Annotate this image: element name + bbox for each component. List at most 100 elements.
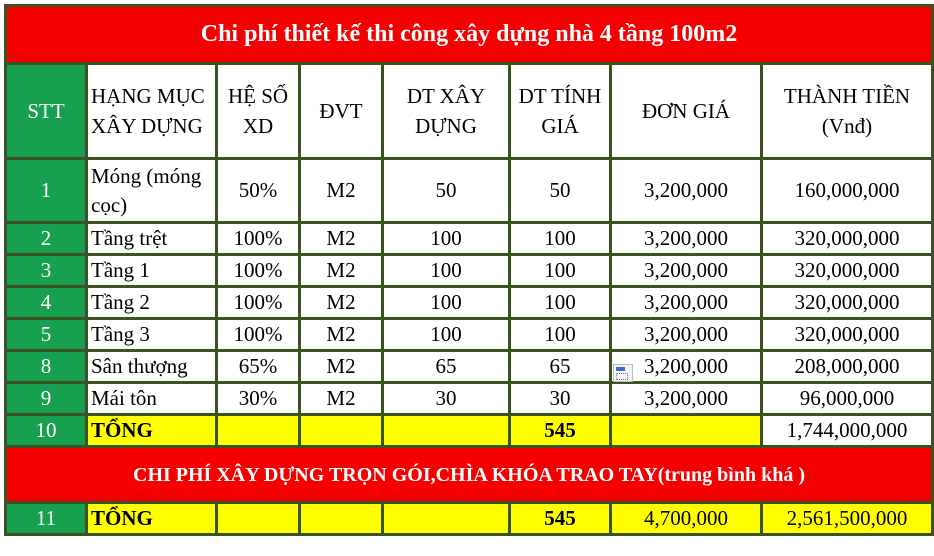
cell-unit[interactable]: M2 <box>298 285 384 320</box>
cell-amount[interactable]: 320,000,000 <box>760 285 934 320</box>
total-calc-area[interactable]: 545 <box>508 501 612 536</box>
cell-empty[interactable] <box>298 413 384 448</box>
table-row: 1 Móng (móng cọc) 50% M2 50 50 3,200,000 160,00… <box>4 157 934 224</box>
cell-empty[interactable] <box>215 501 301 536</box>
cell-unit-price[interactable]: 3,200,000 <box>609 317 763 352</box>
total-calc-area-text: 545 <box>544 505 576 530</box>
cell-area[interactable]: 50 <box>381 157 511 224</box>
cell-unit-price[interactable]: 3,200,000 <box>609 381 763 416</box>
cell-unit[interactable]: M2 <box>298 349 384 384</box>
header-stt[interactable]: STT <box>4 62 88 160</box>
cell-calc-area[interactable]: 100 <box>508 221 612 256</box>
cell-item[interactable]: Móng (móng cọc) <box>85 157 218 224</box>
title-row: Chi phí thiết kế thi công xây dựng nhà 4… <box>4 4 934 65</box>
cell-area[interactable]: 65 <box>381 349 511 384</box>
cell-coef[interactable]: 65% <box>215 349 301 384</box>
cell-coef[interactable]: 50% <box>215 157 301 224</box>
table-title[interactable]: Chi phí thiết kế thi công xây dựng nhà 4… <box>4 4 934 65</box>
cell-stt[interactable]: 9 <box>4 381 88 416</box>
header-unit[interactable]: ĐVT <box>298 62 384 160</box>
cell-calc-area[interactable]: 100 <box>508 253 612 288</box>
cell-coef[interactable]: 100% <box>215 221 301 256</box>
cell-empty[interactable] <box>381 501 511 536</box>
cell-stt[interactable]: 3 <box>4 253 88 288</box>
header-calc-area[interactable]: DT TÍNH GIÁ <box>508 62 612 160</box>
total-unit-price[interactable]: 4,700,000 <box>609 501 763 536</box>
cell-calc-area[interactable]: 100 <box>508 317 612 352</box>
cell-stt[interactable]: 2 <box>4 221 88 256</box>
cell-amount[interactable]: 208,000,000 <box>760 349 934 384</box>
cell-calc-area[interactable]: 100 <box>508 285 612 320</box>
cell-calc-area[interactable]: 65 <box>508 349 612 384</box>
cell-area[interactable]: 100 <box>381 285 511 320</box>
cell-unit-price[interactable]: 3,200,000 <box>609 253 763 288</box>
header-amount[interactable]: THÀNH TIỀN (Vnđ) <box>760 62 934 160</box>
header-unit-price[interactable]: ĐƠN GIÁ <box>609 62 763 160</box>
total-amount[interactable]: 2,561,500,000 <box>760 501 934 536</box>
cost-table: Chi phí thiết kế thi công xây dựng nhà 4… <box>4 4 934 536</box>
total-label[interactable]: TỔNG <box>85 501 218 536</box>
cell-area[interactable]: 100 <box>381 317 511 352</box>
total-label-text: TỔNG <box>91 505 153 530</box>
paste-options-icon[interactable] <box>613 364 633 382</box>
table-row: 8 Sân thượng 65% M2 65 65 3,200,000 208,000,000 <box>4 349 934 384</box>
table-row: 3 Tầng 1 100% M2 100 100 3,200,000 320,000,000 <box>4 253 934 288</box>
cell-empty[interactable] <box>381 413 511 448</box>
cell-unit[interactable]: M2 <box>298 317 384 352</box>
cell-item[interactable]: Tầng 3 <box>85 317 218 352</box>
cell-stt[interactable]: 10 <box>4 413 88 448</box>
cell-stt[interactable]: 11 <box>4 501 88 536</box>
cell-calc-area[interactable]: 50 <box>508 157 612 224</box>
total-label[interactable]: TỔNG <box>85 413 218 448</box>
table-row: 10 TỔNG 545 1,744,000,000 <box>4 413 934 448</box>
cell-area[interactable]: 100 <box>381 221 511 256</box>
cell-coef[interactable]: 100% <box>215 317 301 352</box>
cell-item[interactable]: Mái tôn <box>85 381 218 416</box>
table-row: 5 Tầng 3 100% M2 100 100 3,200,000 320,000,000 <box>4 317 934 352</box>
total-calc-area[interactable]: 545 <box>508 413 612 448</box>
cell-item[interactable]: Tầng 2 <box>85 285 218 320</box>
cell-unit[interactable]: M2 <box>298 221 384 256</box>
cell-stt[interactable]: 5 <box>4 317 88 352</box>
table-row: 11 TỔNG 545 4,700,000 2,561,500,000 <box>4 501 934 536</box>
header-row: STT HẠNG MỤC XÂY DỰNG HỆ SỐ XD ĐVT DT XÂ… <box>4 62 934 160</box>
cell-unit[interactable]: M2 <box>298 157 384 224</box>
header-coef[interactable]: HỆ SỐ XD <box>215 62 301 160</box>
cell-empty[interactable] <box>298 501 384 536</box>
cell-empty[interactable] <box>215 413 301 448</box>
cell-amount[interactable]: 320,000,000 <box>760 253 934 288</box>
cell-amount[interactable]: 160,000,000 <box>760 157 934 224</box>
cell-stt[interactable]: 1 <box>4 157 88 224</box>
cell-amount[interactable]: 320,000,000 <box>760 221 934 256</box>
table-row: 2 Tầng trệt 100% M2 100 100 3,200,000 320,000,0… <box>4 221 934 256</box>
table-row: 9 Mái tôn 30% M2 30 30 3,200,000 96,000,000 <box>4 381 934 416</box>
cell-item[interactable]: Tầng 1 <box>85 253 218 288</box>
cell-unit-price[interactable]: 3,200,000 <box>609 221 763 256</box>
header-area[interactable]: DT XÂY DỰNG <box>381 62 511 160</box>
cell-unit[interactable]: M2 <box>298 253 384 288</box>
cell-stt[interactable]: 4 <box>4 285 88 320</box>
cell-unit-price[interactable]: 3,200,000 <box>609 349 763 384</box>
total-label-text: TỔNG <box>91 417 153 442</box>
cell-amount[interactable]: 96,000,000 <box>760 381 934 416</box>
cell-empty[interactable] <box>609 413 763 448</box>
table-row: 4 Tầng 2 100% M2 100 100 3,200,000 320,000,000 <box>4 285 934 320</box>
package-band[interactable]: CHI PHÍ XÂY DỰNG TRỌN GÓI,CHÌA KHÓA TRAO… <box>4 445 934 504</box>
cell-calc-area[interactable]: 30 <box>508 381 612 416</box>
cell-item[interactable]: Sân thượng <box>85 349 218 384</box>
cell-coef[interactable]: 100% <box>215 253 301 288</box>
band-row: CHI PHÍ XÂY DỰNG TRỌN GÓI,CHÌA KHÓA TRAO… <box>4 445 934 504</box>
cell-unit-price[interactable]: 3,200,000 <box>609 285 763 320</box>
total-calc-area-text: 545 <box>544 417 576 442</box>
cell-area[interactable]: 30 <box>381 381 511 416</box>
cell-unit-price[interactable]: 3,200,000 <box>609 157 763 224</box>
cell-amount[interactable]: 320,000,000 <box>760 317 934 352</box>
cell-unit[interactable]: M2 <box>298 381 384 416</box>
cell-item[interactable]: Tầng trệt <box>85 221 218 256</box>
cell-coef[interactable]: 100% <box>215 285 301 320</box>
cell-area[interactable]: 100 <box>381 253 511 288</box>
cell-coef[interactable]: 30% <box>215 381 301 416</box>
total-amount[interactable]: 1,744,000,000 <box>760 413 934 448</box>
cell-stt[interactable]: 8 <box>4 349 88 384</box>
header-item[interactable]: HẠNG MỤC XÂY DỰNG <box>85 62 218 160</box>
